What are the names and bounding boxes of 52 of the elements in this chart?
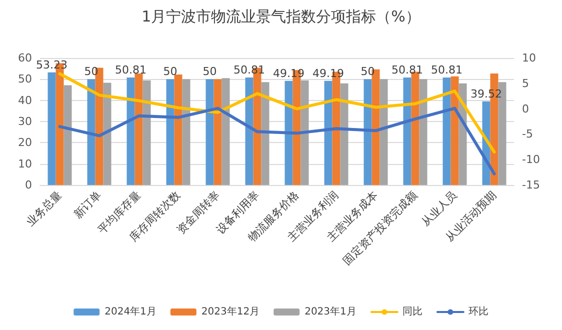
bar <box>300 80 309 185</box>
y-tick-label: 10 <box>18 157 32 170</box>
legend-label: 2024年1月 <box>104 306 156 318</box>
y2-tick-label: -5 <box>522 128 533 141</box>
y-tick-label: 60 <box>18 52 32 64</box>
legend-label: 2023年12月 <box>201 306 260 318</box>
bar <box>134 73 143 185</box>
y2-tick-label: -10 <box>522 153 540 166</box>
y-tick-label: 40 <box>18 94 32 107</box>
bar <box>182 79 190 185</box>
y2-tick-label: 10 <box>522 52 536 64</box>
bar <box>284 80 293 185</box>
bar <box>261 82 270 185</box>
bar <box>419 79 428 185</box>
legend-label: 同比 <box>402 306 422 318</box>
bar <box>222 78 230 185</box>
bar <box>340 83 348 185</box>
data-label: 50.81 <box>115 63 146 76</box>
bar <box>48 72 56 185</box>
y2-tick-label: -15 <box>522 178 540 192</box>
data-label: 50.81 <box>392 63 423 76</box>
x-tick-label: 新订单 <box>71 188 104 221</box>
legend-label: 环比 <box>468 306 488 318</box>
bar <box>380 79 388 185</box>
data-label: 50 <box>163 65 178 78</box>
bar <box>403 77 412 185</box>
bar <box>103 82 112 185</box>
data-label: 53.23 <box>36 58 68 72</box>
bar <box>174 74 182 185</box>
bar <box>364 79 372 185</box>
line-series <box>58 106 496 176</box>
data-label: 50 <box>202 65 217 78</box>
bar <box>142 80 151 185</box>
bar <box>214 79 222 185</box>
bar <box>206 79 214 185</box>
bar <box>64 85 72 185</box>
bar <box>126 77 135 185</box>
y-tick-label: 30 <box>18 115 32 128</box>
data-label: 49.19 <box>312 66 344 80</box>
bar <box>450 76 459 185</box>
y2-tick-label: 0 <box>522 102 529 116</box>
bar <box>166 79 174 185</box>
data-label: 50.81 <box>431 63 462 76</box>
legend-label: 2023年1月 <box>304 306 356 318</box>
bar <box>87 79 96 185</box>
y-tick-label: 20 <box>18 136 32 150</box>
bar <box>442 77 451 185</box>
chart-title: 1月宁波市物流业景气指数分项指标（%） <box>142 8 420 26</box>
bar <box>245 77 254 185</box>
y2-tick-label: 5 <box>522 76 529 90</box>
y-tick-label: 50 <box>18 72 32 86</box>
bar <box>324 80 332 185</box>
